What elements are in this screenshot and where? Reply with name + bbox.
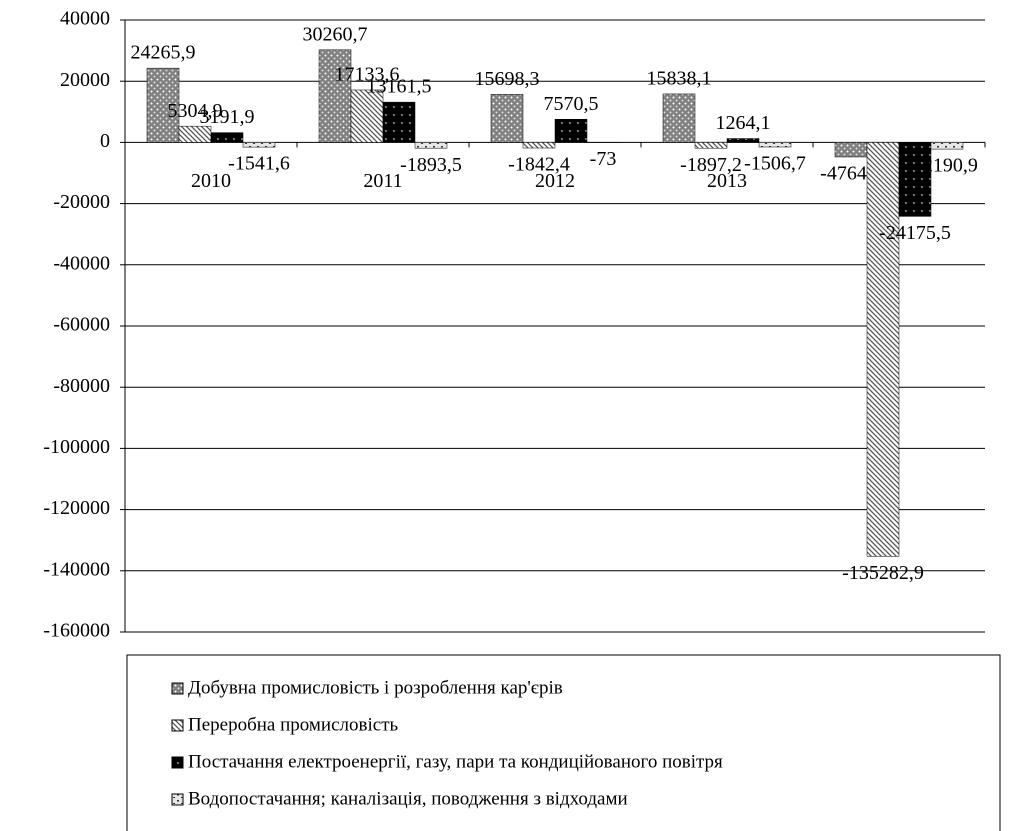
y-tick-label: 0 xyxy=(100,130,110,152)
bar xyxy=(898,142,932,217)
legend-swatch xyxy=(171,756,184,769)
value-label: 3191,9 xyxy=(200,106,255,128)
y-tick-label: 20000 xyxy=(60,69,110,91)
value-label: 15838,1 xyxy=(647,68,712,90)
bar xyxy=(930,142,964,150)
x-tick-label: 2013 xyxy=(707,170,747,192)
y-tick-label: -100000 xyxy=(43,436,110,458)
bar xyxy=(834,142,868,158)
value-label: -1506,7 xyxy=(744,153,806,175)
legend-swatch xyxy=(171,793,184,806)
bar xyxy=(490,94,524,143)
y-tick-label: 40000 xyxy=(60,8,110,30)
bar xyxy=(350,89,384,143)
bar xyxy=(554,118,588,143)
legend-label: Водопостачання; каналізація, поводження … xyxy=(188,788,628,809)
bar xyxy=(382,101,416,143)
y-tick-label: -80000 xyxy=(53,375,110,397)
bar xyxy=(318,49,352,143)
y-tick-label: -140000 xyxy=(43,558,110,580)
y-tick-label: -160000 xyxy=(43,620,110,642)
bar xyxy=(414,142,448,149)
legend-swatch xyxy=(171,719,184,732)
bar xyxy=(522,142,556,149)
legend-label: Переробна промисловість xyxy=(188,714,399,735)
x-tick-label: 2011 xyxy=(363,170,402,192)
bar xyxy=(758,142,792,148)
value-label: -1541,6 xyxy=(228,153,290,175)
value-label: -135282,9 xyxy=(842,562,924,584)
value-label: 17133,6 xyxy=(335,64,400,86)
y-tick-label: -20000 xyxy=(53,191,110,213)
legend-swatch xyxy=(171,682,184,695)
y-tick-label: -60000 xyxy=(53,314,110,336)
value-label: -24175,5 xyxy=(879,222,951,244)
y-tick-label: -40000 xyxy=(53,252,110,274)
value-label: -73 xyxy=(590,148,617,170)
value-label: 24265,9 xyxy=(131,42,196,64)
bar xyxy=(694,142,728,149)
value-label: 15698,3 xyxy=(475,68,540,90)
value-label: 13161,5 xyxy=(367,76,432,98)
bar xyxy=(242,142,276,148)
value-label: 7570,5 xyxy=(544,93,599,115)
value-label: 5304,9 xyxy=(168,100,223,122)
y-tick-label: -120000 xyxy=(43,497,110,519)
value-label: 30260,7 xyxy=(303,23,368,45)
bar xyxy=(178,125,212,143)
x-tick-label: 2012 xyxy=(535,170,575,192)
legend-box xyxy=(126,654,1001,831)
legend-label: Постачання електроенергії, газу, пари та… xyxy=(188,751,723,772)
value-label: -1897,2 xyxy=(680,154,742,176)
value-label: -4764,7 xyxy=(820,163,882,185)
bar xyxy=(146,67,180,143)
legend-label: Добувна промисловість і розроблення кар'… xyxy=(188,677,563,698)
value-label: -1893,5 xyxy=(400,154,462,176)
value-label: 1264,1 xyxy=(716,112,771,134)
x-tick-label: 2010 xyxy=(191,170,231,192)
bar xyxy=(662,93,696,143)
bar xyxy=(726,138,760,143)
value-label: -2190,9 xyxy=(916,155,978,177)
value-label: -1842,4 xyxy=(508,154,570,176)
bar xyxy=(866,142,900,557)
bar xyxy=(210,132,244,143)
